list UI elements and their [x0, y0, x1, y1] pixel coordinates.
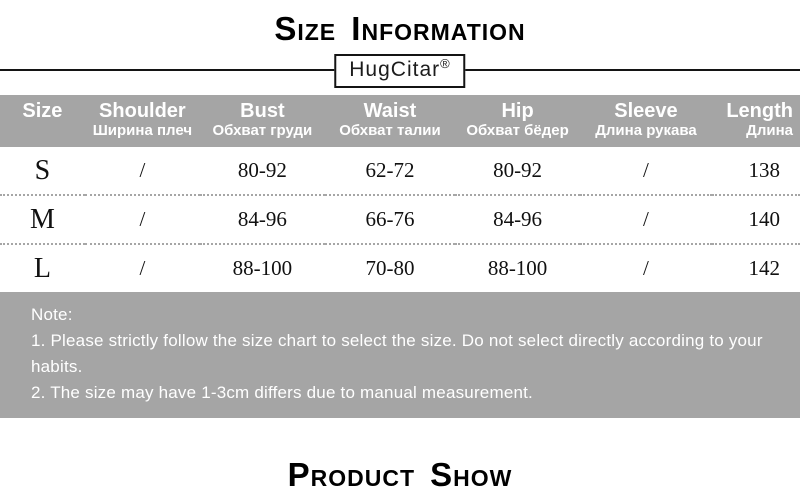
- note-box: Note: 1. Please strictly follow the size…: [0, 292, 800, 418]
- cell-sleeve: /: [579, 147, 712, 196]
- col-header-sleeve-en: Sleeve: [614, 100, 678, 122]
- cell-waist: 62-72: [324, 147, 456, 196]
- size-table: Size Shoulder Ширина плеч Bust Обхват гр…: [0, 95, 800, 292]
- cell-length: 140: [711, 195, 800, 245]
- cell-shoulder: /: [139, 256, 146, 280]
- col-header-hip-ru: Обхват бёдер: [466, 122, 569, 139]
- col-header-bust-en: Bust: [240, 100, 285, 122]
- cell-hip: 88-100: [487, 256, 548, 280]
- col-header-waist-ru: Обхват талии: [339, 122, 441, 139]
- cell-waist: 66-76: [324, 195, 456, 245]
- col-header-size-ru: [0, 122, 85, 139]
- col-header-shoulder: Shoulder Ширина плеч: [84, 95, 200, 147]
- cell-size: S: [0, 147, 85, 196]
- cell-length: 142: [748, 256, 781, 280]
- note-title: Note:: [31, 305, 73, 324]
- size-table-header-row: Size Shoulder Ширина плеч Bust Обхват гр…: [0, 95, 800, 147]
- col-header-length-en: Length: [726, 100, 793, 122]
- col-header-sleeve-ru: Длина рукава: [595, 122, 697, 139]
- col-header-size: Size: [0, 95, 85, 147]
- col-header-length-ru: Длина: [746, 122, 793, 139]
- col-header-hip: Hip Обхват бёдер: [455, 95, 580, 147]
- size-row-s: S / 80-92 62-72 80-92 / 138: [0, 147, 800, 196]
- col-header-shoulder-ru: Ширина плеч: [92, 122, 193, 139]
- cell-shoulder: /: [84, 147, 200, 196]
- brand-name: HugCitar: [349, 58, 441, 81]
- registered-mark: ®: [440, 56, 451, 71]
- col-header-bust-ru: Обхват груди: [212, 122, 313, 139]
- brand-logo: HugCitar®: [334, 54, 466, 88]
- cell-size: M: [0, 195, 85, 245]
- size-row-m: M / 84-96 66-76 84-96 / 140: [0, 195, 800, 245]
- cell-bust: 84-96: [199, 195, 325, 245]
- col-header-bust: Bust Обхват груди: [199, 95, 325, 147]
- cell-length: 138: [711, 147, 800, 196]
- size-row-l: L / 88-100 70-80 88-100 / 142: [0, 244, 800, 292]
- col-header-waist-en: Waist: [363, 100, 417, 122]
- cell-sleeve: /: [579, 195, 712, 245]
- note-line-2: 2. The size may have 1-3cm differs due t…: [31, 383, 533, 402]
- col-header-size-en: Size: [22, 100, 63, 122]
- brand-divider: HugCitar®: [0, 54, 800, 88]
- cell-bust: 80-92: [199, 147, 325, 196]
- col-header-waist: Waist Обхват талии: [324, 95, 456, 147]
- cell-shoulder: /: [84, 195, 200, 245]
- col-header-sleeve: Sleeve Длина рукава: [579, 95, 712, 147]
- col-header-shoulder-en: Shoulder: [99, 100, 186, 122]
- size-info-title: Size Information: [274, 10, 526, 47]
- note-line-1: 1. Please strictly follow the size chart…: [31, 331, 763, 376]
- cell-size: L: [33, 252, 51, 284]
- cell-sleeve: /: [643, 256, 649, 280]
- product-show-title: Product Show: [287, 456, 513, 493]
- col-header-length: Length Длина: [711, 95, 800, 147]
- cell-hip: 80-92: [455, 147, 580, 196]
- cell-bust: 88-100: [232, 256, 293, 280]
- size-info-section-header: Size Information: [0, 0, 800, 48]
- col-header-hip-en: Hip: [501, 100, 534, 122]
- cell-hip: 84-96: [455, 195, 580, 245]
- cell-waist: 70-80: [365, 256, 415, 280]
- product-show-section-header: Product Show: [0, 456, 800, 494]
